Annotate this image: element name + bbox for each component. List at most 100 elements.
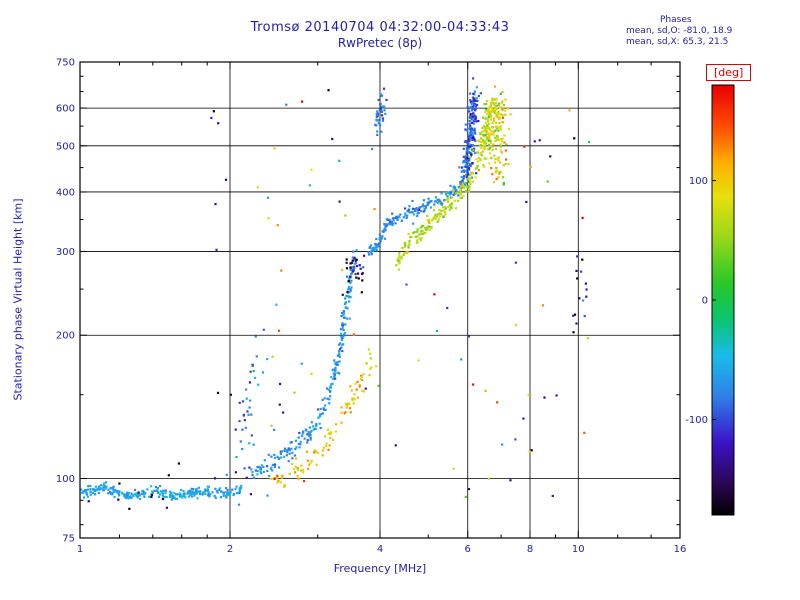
data-point bbox=[469, 106, 472, 109]
data-point bbox=[344, 323, 347, 326]
data-point bbox=[348, 317, 351, 320]
data-point bbox=[469, 182, 472, 186]
data-point bbox=[488, 111, 491, 114]
data-point bbox=[306, 439, 309, 442]
data-point bbox=[241, 428, 244, 431]
data-point bbox=[450, 206, 453, 210]
data-point bbox=[408, 243, 411, 246]
data-point bbox=[338, 352, 341, 355]
data-point bbox=[472, 172, 475, 175]
data-point bbox=[472, 117, 475, 120]
data-point bbox=[426, 215, 429, 218]
data-point bbox=[329, 431, 332, 434]
data-point bbox=[151, 491, 154, 494]
data-point bbox=[420, 229, 423, 233]
data-point bbox=[341, 324, 344, 327]
data-point bbox=[497, 110, 500, 114]
data-point bbox=[403, 246, 406, 249]
data-point bbox=[579, 270, 583, 273]
data-point bbox=[315, 463, 318, 466]
data-point bbox=[362, 266, 365, 269]
data-point bbox=[213, 477, 217, 480]
data-point bbox=[350, 389, 353, 392]
data-point bbox=[118, 482, 121, 485]
data-point bbox=[506, 107, 510, 110]
data-point bbox=[434, 215, 437, 218]
data-point bbox=[251, 473, 254, 477]
data-point bbox=[460, 176, 463, 179]
data-point bbox=[533, 140, 536, 143]
data-point bbox=[437, 220, 440, 223]
data-point bbox=[496, 401, 499, 404]
data-point bbox=[410, 235, 413, 238]
y-tick-label: 100 bbox=[56, 474, 75, 485]
data-point bbox=[356, 396, 359, 399]
data-point bbox=[92, 491, 95, 495]
data-point bbox=[494, 158, 497, 161]
data-point bbox=[469, 138, 472, 141]
data-point bbox=[400, 255, 403, 258]
data-point bbox=[270, 466, 273, 469]
data-point bbox=[456, 191, 459, 194]
data-point bbox=[485, 157, 488, 160]
data-point bbox=[417, 211, 420, 215]
data-point bbox=[460, 170, 463, 173]
data-point bbox=[263, 459, 266, 462]
data-point bbox=[460, 181, 463, 184]
data-point bbox=[239, 487, 242, 490]
data-point bbox=[427, 225, 430, 228]
data-point bbox=[267, 453, 270, 456]
data-point bbox=[497, 156, 500, 159]
data-point bbox=[514, 438, 517, 441]
data-point bbox=[400, 256, 403, 260]
data-point bbox=[429, 206, 433, 209]
data-point bbox=[408, 239, 411, 243]
data-point bbox=[419, 239, 422, 242]
data-point bbox=[237, 503, 241, 506]
data-point bbox=[316, 408, 320, 411]
data-point bbox=[433, 293, 436, 296]
data-point bbox=[476, 164, 480, 168]
data-point bbox=[217, 488, 220, 492]
data-point bbox=[495, 104, 498, 107]
data-point bbox=[396, 217, 399, 220]
data-point bbox=[461, 169, 464, 172]
data-point bbox=[454, 192, 458, 195]
data-point bbox=[329, 395, 332, 398]
data-point bbox=[379, 236, 382, 240]
data-point bbox=[424, 205, 427, 208]
data-point bbox=[434, 217, 437, 220]
data-point bbox=[468, 119, 471, 123]
data-point bbox=[297, 442, 300, 446]
data-point bbox=[444, 213, 447, 216]
data-point bbox=[360, 378, 364, 382]
data-point bbox=[288, 452, 291, 455]
data-point bbox=[215, 490, 219, 493]
data-point bbox=[428, 220, 431, 224]
data-point bbox=[465, 152, 468, 155]
data-point bbox=[288, 449, 291, 452]
data-point bbox=[391, 217, 395, 220]
data-point bbox=[480, 146, 483, 149]
data-point bbox=[466, 167, 469, 170]
colorbar-tick-label: -100 bbox=[685, 415, 708, 426]
data-point bbox=[471, 138, 474, 141]
data-point bbox=[481, 150, 484, 153]
data-point bbox=[338, 348, 342, 351]
data-point bbox=[421, 232, 424, 236]
data-point bbox=[483, 146, 486, 149]
data-point bbox=[573, 137, 576, 140]
data-point bbox=[248, 406, 251, 409]
data-point bbox=[222, 492, 225, 495]
data-point bbox=[530, 449, 533, 452]
data-point bbox=[349, 281, 352, 285]
data-point bbox=[426, 203, 429, 207]
data-point bbox=[491, 110, 494, 113]
data-point bbox=[465, 154, 468, 157]
data-point bbox=[396, 259, 399, 262]
data-point bbox=[498, 121, 501, 124]
data-point bbox=[483, 135, 486, 138]
data-point bbox=[142, 490, 145, 494]
data-point bbox=[285, 448, 288, 452]
data-point bbox=[454, 186, 457, 189]
